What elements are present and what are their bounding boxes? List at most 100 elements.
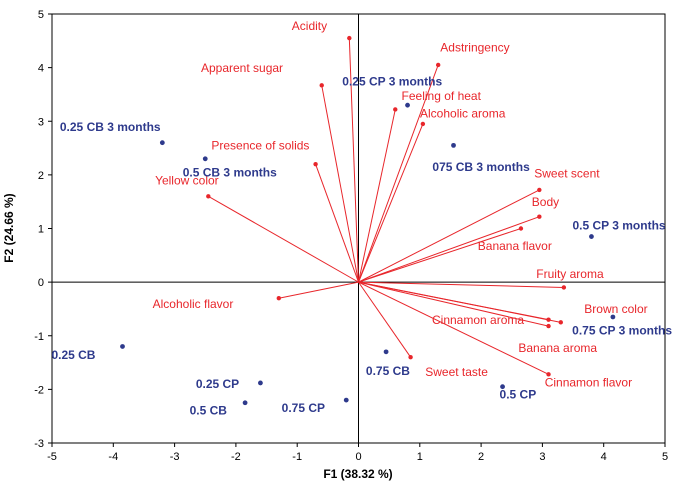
variable-label: Sweet taste bbox=[425, 365, 488, 379]
variable-endpoint bbox=[347, 35, 352, 41]
observation-point bbox=[500, 384, 505, 390]
variable-label: Cinnamon flavor bbox=[545, 376, 632, 390]
variable-label: Presence of solids bbox=[211, 139, 309, 153]
observation-label: 0.5 CB 3 months bbox=[183, 165, 277, 179]
variable-label: Brown color bbox=[584, 302, 647, 316]
x-tick-label: 4 bbox=[601, 451, 607, 463]
x-tick-label: -4 bbox=[108, 451, 118, 463]
variable-vector bbox=[358, 109, 396, 283]
observation-point bbox=[343, 397, 349, 403]
observation-points bbox=[120, 102, 616, 406]
observation-point bbox=[258, 380, 263, 386]
x-tick-label: -5 bbox=[47, 451, 57, 463]
variable-vector bbox=[358, 64, 439, 283]
variable-label: Alcoholic flavor bbox=[153, 297, 234, 311]
x-tick-label: 1 bbox=[417, 451, 423, 463]
y-tick-label: 4 bbox=[38, 63, 44, 75]
variable-endpoint bbox=[537, 187, 542, 193]
variable-endpoint bbox=[546, 323, 551, 329]
variable-endpoint bbox=[276, 296, 282, 301]
observation-point bbox=[120, 344, 125, 349]
variable-label: Banana flavor bbox=[478, 239, 552, 253]
x-tick-label: -2 bbox=[231, 451, 241, 463]
variable-vector bbox=[321, 85, 359, 283]
observation-label: 0.5 CP 3 months bbox=[572, 219, 665, 233]
variable-label: Sweet scent bbox=[534, 167, 600, 181]
variable-label: Cinnamon aroma bbox=[432, 313, 524, 327]
observation-label: 0.25 CB 3 months bbox=[60, 120, 161, 134]
x-axis-title: F1 (38.32 %) bbox=[323, 467, 392, 481]
variable-endpoint bbox=[393, 107, 398, 112]
variable-endpoint bbox=[206, 194, 211, 199]
y-tick-label: 2 bbox=[38, 170, 44, 182]
variable-label: Alcoholic aroma bbox=[420, 106, 506, 120]
variable-vector bbox=[358, 216, 540, 283]
variable-endpoint bbox=[558, 320, 563, 325]
variable-endpoint bbox=[537, 214, 542, 219]
observation-point bbox=[610, 314, 616, 320]
variable-label: Apparent sugar bbox=[201, 61, 283, 75]
y-tick-label: 5 bbox=[38, 9, 44, 21]
observation-point bbox=[405, 102, 410, 108]
observation-label: 0.5 CP bbox=[500, 387, 537, 401]
x-tick-label: 2 bbox=[478, 451, 484, 463]
observation-point bbox=[451, 142, 456, 148]
variable-label: Fruity aroma bbox=[536, 267, 604, 281]
observation-label: 0.25 CB bbox=[51, 348, 95, 362]
variable-vector bbox=[278, 281, 359, 299]
variable-endpoint bbox=[561, 285, 567, 290]
observation-point bbox=[159, 140, 165, 146]
variable-vector bbox=[348, 38, 359, 283]
variable-vector bbox=[358, 228, 522, 283]
variable-vector bbox=[315, 163, 359, 283]
x-tick-label: 3 bbox=[539, 451, 545, 463]
variable-endpoint bbox=[518, 226, 524, 231]
observation-label: 0.25 CP bbox=[196, 377, 239, 391]
observation-label: 075 CB 3 months bbox=[432, 160, 530, 174]
y-tick-label: 0 bbox=[38, 277, 44, 289]
variable-vector bbox=[358, 281, 564, 288]
y-tick-label: -1 bbox=[34, 331, 44, 343]
variable-label: Adstringency bbox=[440, 41, 509, 55]
variable-endpoint bbox=[435, 62, 441, 68]
variable-vectors bbox=[206, 35, 567, 377]
point-labels: Acidity Apparent sugar Adstringency Feeling… bbox=[51, 19, 672, 417]
observation-point bbox=[383, 349, 389, 355]
y-tick-label: -2 bbox=[34, 384, 44, 396]
variable-vector bbox=[358, 281, 549, 327]
variable-endpoint bbox=[420, 121, 426, 127]
y-tick-label: -3 bbox=[34, 438, 44, 450]
y-tick-label: 1 bbox=[38, 224, 44, 236]
variable-label: Body bbox=[532, 195, 559, 209]
observation-label: 0.25 CP 3 months bbox=[342, 74, 442, 88]
observation-label: 0.75 CB bbox=[366, 364, 410, 378]
x-tick-label: 0 bbox=[355, 451, 361, 463]
variable-endpoint bbox=[546, 372, 551, 377]
observation-label: 0.75 CP bbox=[282, 401, 325, 415]
observation-label: 0.5 CB bbox=[190, 404, 228, 418]
variable-endpoint bbox=[319, 83, 324, 88]
variable-endpoint bbox=[313, 161, 318, 167]
y-axis-title: F2 (24.66 %) bbox=[2, 193, 16, 262]
variable-vector bbox=[358, 123, 424, 283]
observation-point bbox=[589, 234, 594, 239]
variable-endpoint bbox=[546, 317, 551, 322]
y-tick-label: 3 bbox=[38, 116, 44, 128]
variable-endpoint bbox=[408, 355, 413, 360]
variable-label: Yellow color bbox=[155, 174, 219, 188]
variable-label: Feeling of heat bbox=[402, 89, 482, 103]
variable-vector bbox=[358, 281, 549, 321]
axis-ticks: -5 -4 -3 -2 -1 0 1 2 3 4 5 -3 -2 -1 0 1 2 3 4 5 bbox=[34, 9, 668, 463]
variable-vector bbox=[358, 281, 549, 375]
observation-label: 0.75 CP 3 months bbox=[572, 324, 672, 338]
variable-vector bbox=[358, 281, 412, 358]
x-tick-label: -1 bbox=[292, 451, 302, 463]
observation-point bbox=[242, 400, 248, 406]
x-tick-label: 5 bbox=[662, 451, 668, 463]
variable-label: Acidity bbox=[292, 19, 327, 33]
x-tick-label: -3 bbox=[170, 451, 180, 463]
observation-point bbox=[202, 156, 208, 162]
variable-vector bbox=[358, 189, 540, 283]
variable-vector bbox=[208, 195, 359, 283]
